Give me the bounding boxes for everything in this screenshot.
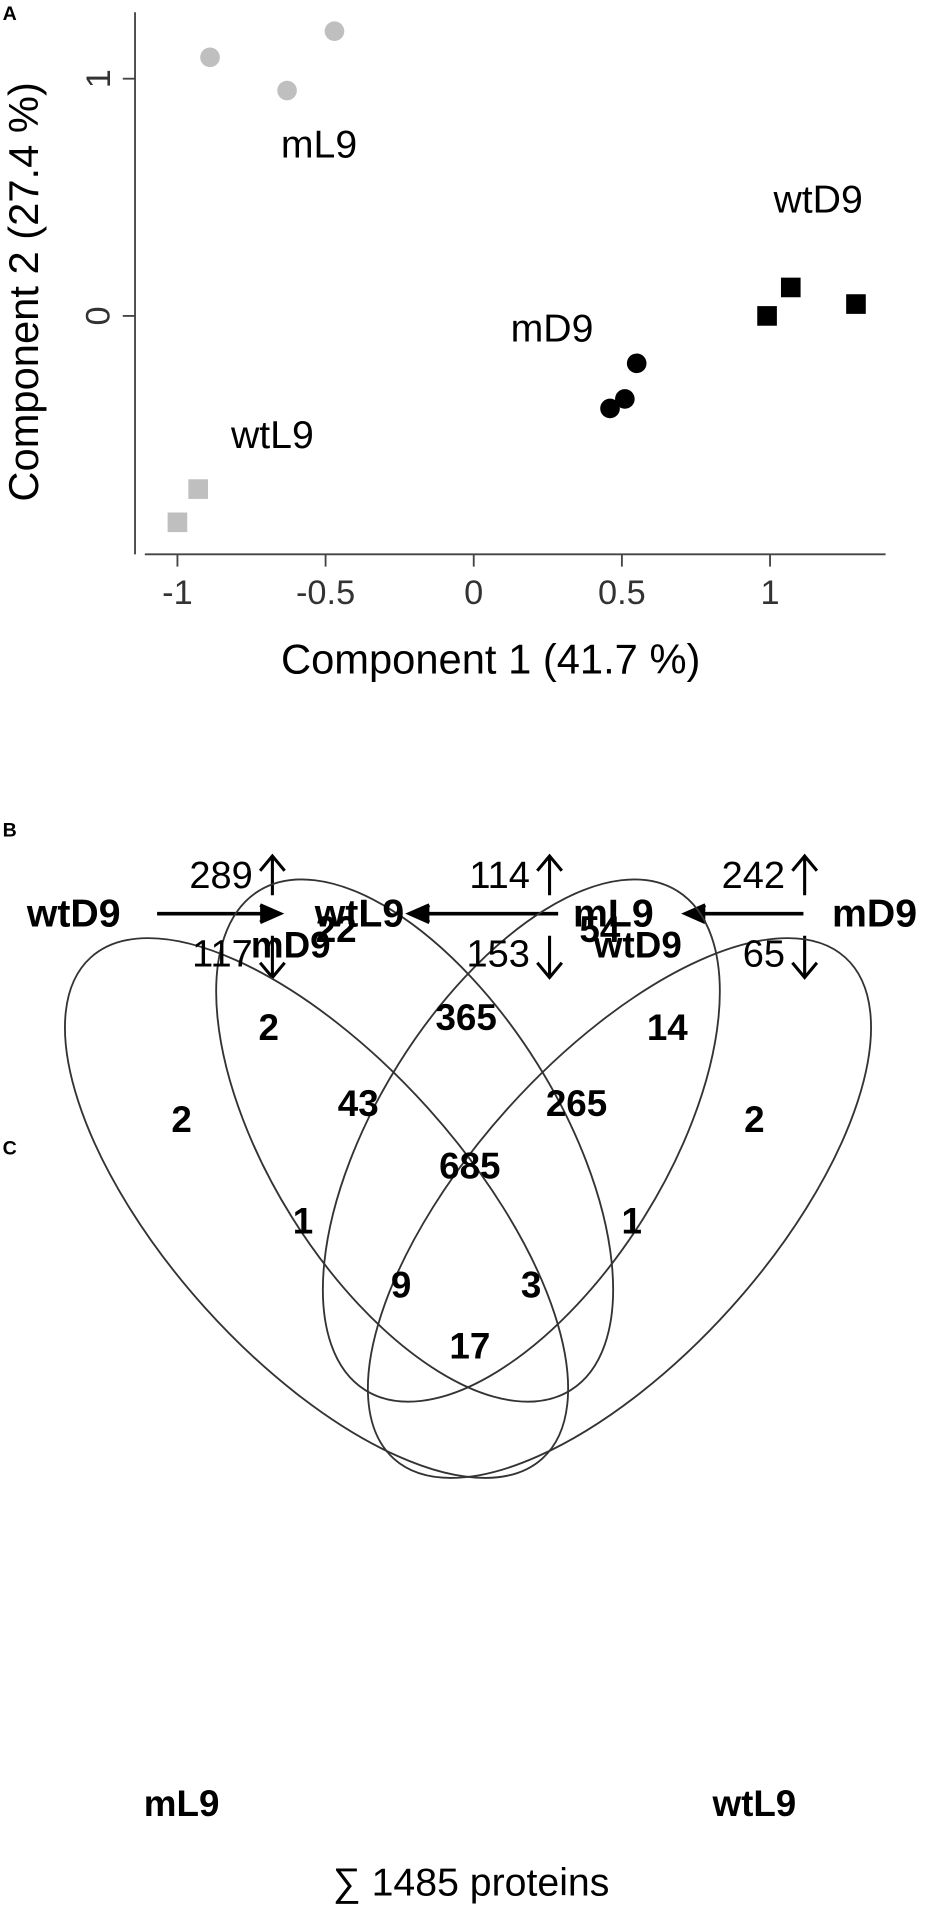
x-tick-label: 0: [464, 574, 483, 612]
venn-count: 54: [579, 909, 620, 950]
x-tick-label: -0.5: [296, 574, 355, 612]
group-label: mD9: [511, 306, 594, 350]
group-label: mL9: [281, 123, 357, 167]
point: [600, 398, 620, 419]
point: [615, 389, 635, 409]
point: [277, 80, 297, 101]
group-label: wtL9: [230, 413, 314, 457]
point: [200, 47, 220, 68]
venn-count: 2: [258, 1007, 278, 1048]
up-count: 242: [722, 855, 785, 897]
venn-count: 265: [546, 1083, 607, 1124]
point: [846, 294, 866, 314]
venn-count: 17: [449, 1326, 490, 1367]
comparison-node: wtD9: [26, 891, 121, 935]
x-tick-label: 0.5: [598, 574, 646, 612]
venn-count: 43: [338, 1083, 379, 1124]
y-tick-label: 1: [80, 69, 118, 88]
venn-set-label: mL9: [144, 1783, 220, 1824]
venn-count: 22: [316, 909, 357, 950]
comparison-node: wtL9: [314, 891, 404, 935]
venn-ellipses: [64, 878, 872, 1479]
venn-count: 365: [435, 997, 496, 1038]
point: [188, 479, 208, 499]
x-axis-title: Component 1 (41.7 %): [281, 635, 700, 682]
venn-count: 2: [744, 1099, 764, 1140]
venn-count: 9: [391, 1264, 411, 1305]
venn-count: 3: [521, 1264, 541, 1305]
point: [780, 277, 801, 298]
venn-set-label: wtL9: [711, 1783, 796, 1824]
arrows: [157, 903, 804, 924]
venn-count: 14: [647, 1007, 688, 1048]
up-count: 114: [469, 855, 530, 897]
venn-count: 1: [293, 1201, 313, 1242]
point: [324, 21, 345, 42]
venn-set-label: wtD9: [593, 925, 682, 966]
x-tick-label: 1: [760, 574, 779, 612]
up-down-arrows: [258, 853, 819, 980]
up-count: 289: [189, 855, 252, 897]
point: [167, 512, 188, 533]
venn-count: 685: [439, 1145, 500, 1186]
comparison-node: mD9: [832, 891, 917, 935]
panel-label: A: [3, 3, 17, 25]
down-count: 65: [743, 934, 785, 976]
point: [757, 306, 777, 326]
venn-count: 1: [621, 1201, 641, 1242]
group-label: wtD9: [772, 178, 862, 222]
down-count: 117: [192, 934, 253, 976]
y-tick-label: 0: [80, 306, 118, 325]
x-tick-label: -1: [162, 574, 193, 612]
comparison-node: mL9: [573, 891, 654, 935]
down-count: 153: [467, 934, 530, 976]
y-axis-title: Component 2 (27.4 %): [0, 82, 47, 501]
point: [626, 353, 647, 374]
venn-set-label: mD9: [251, 925, 331, 966]
total-label: ∑ 1485 proteins: [333, 1860, 610, 1904]
venn-count: 2: [171, 1099, 191, 1140]
panel-label: C: [3, 1137, 17, 1159]
panel-label: B: [3, 820, 17, 842]
